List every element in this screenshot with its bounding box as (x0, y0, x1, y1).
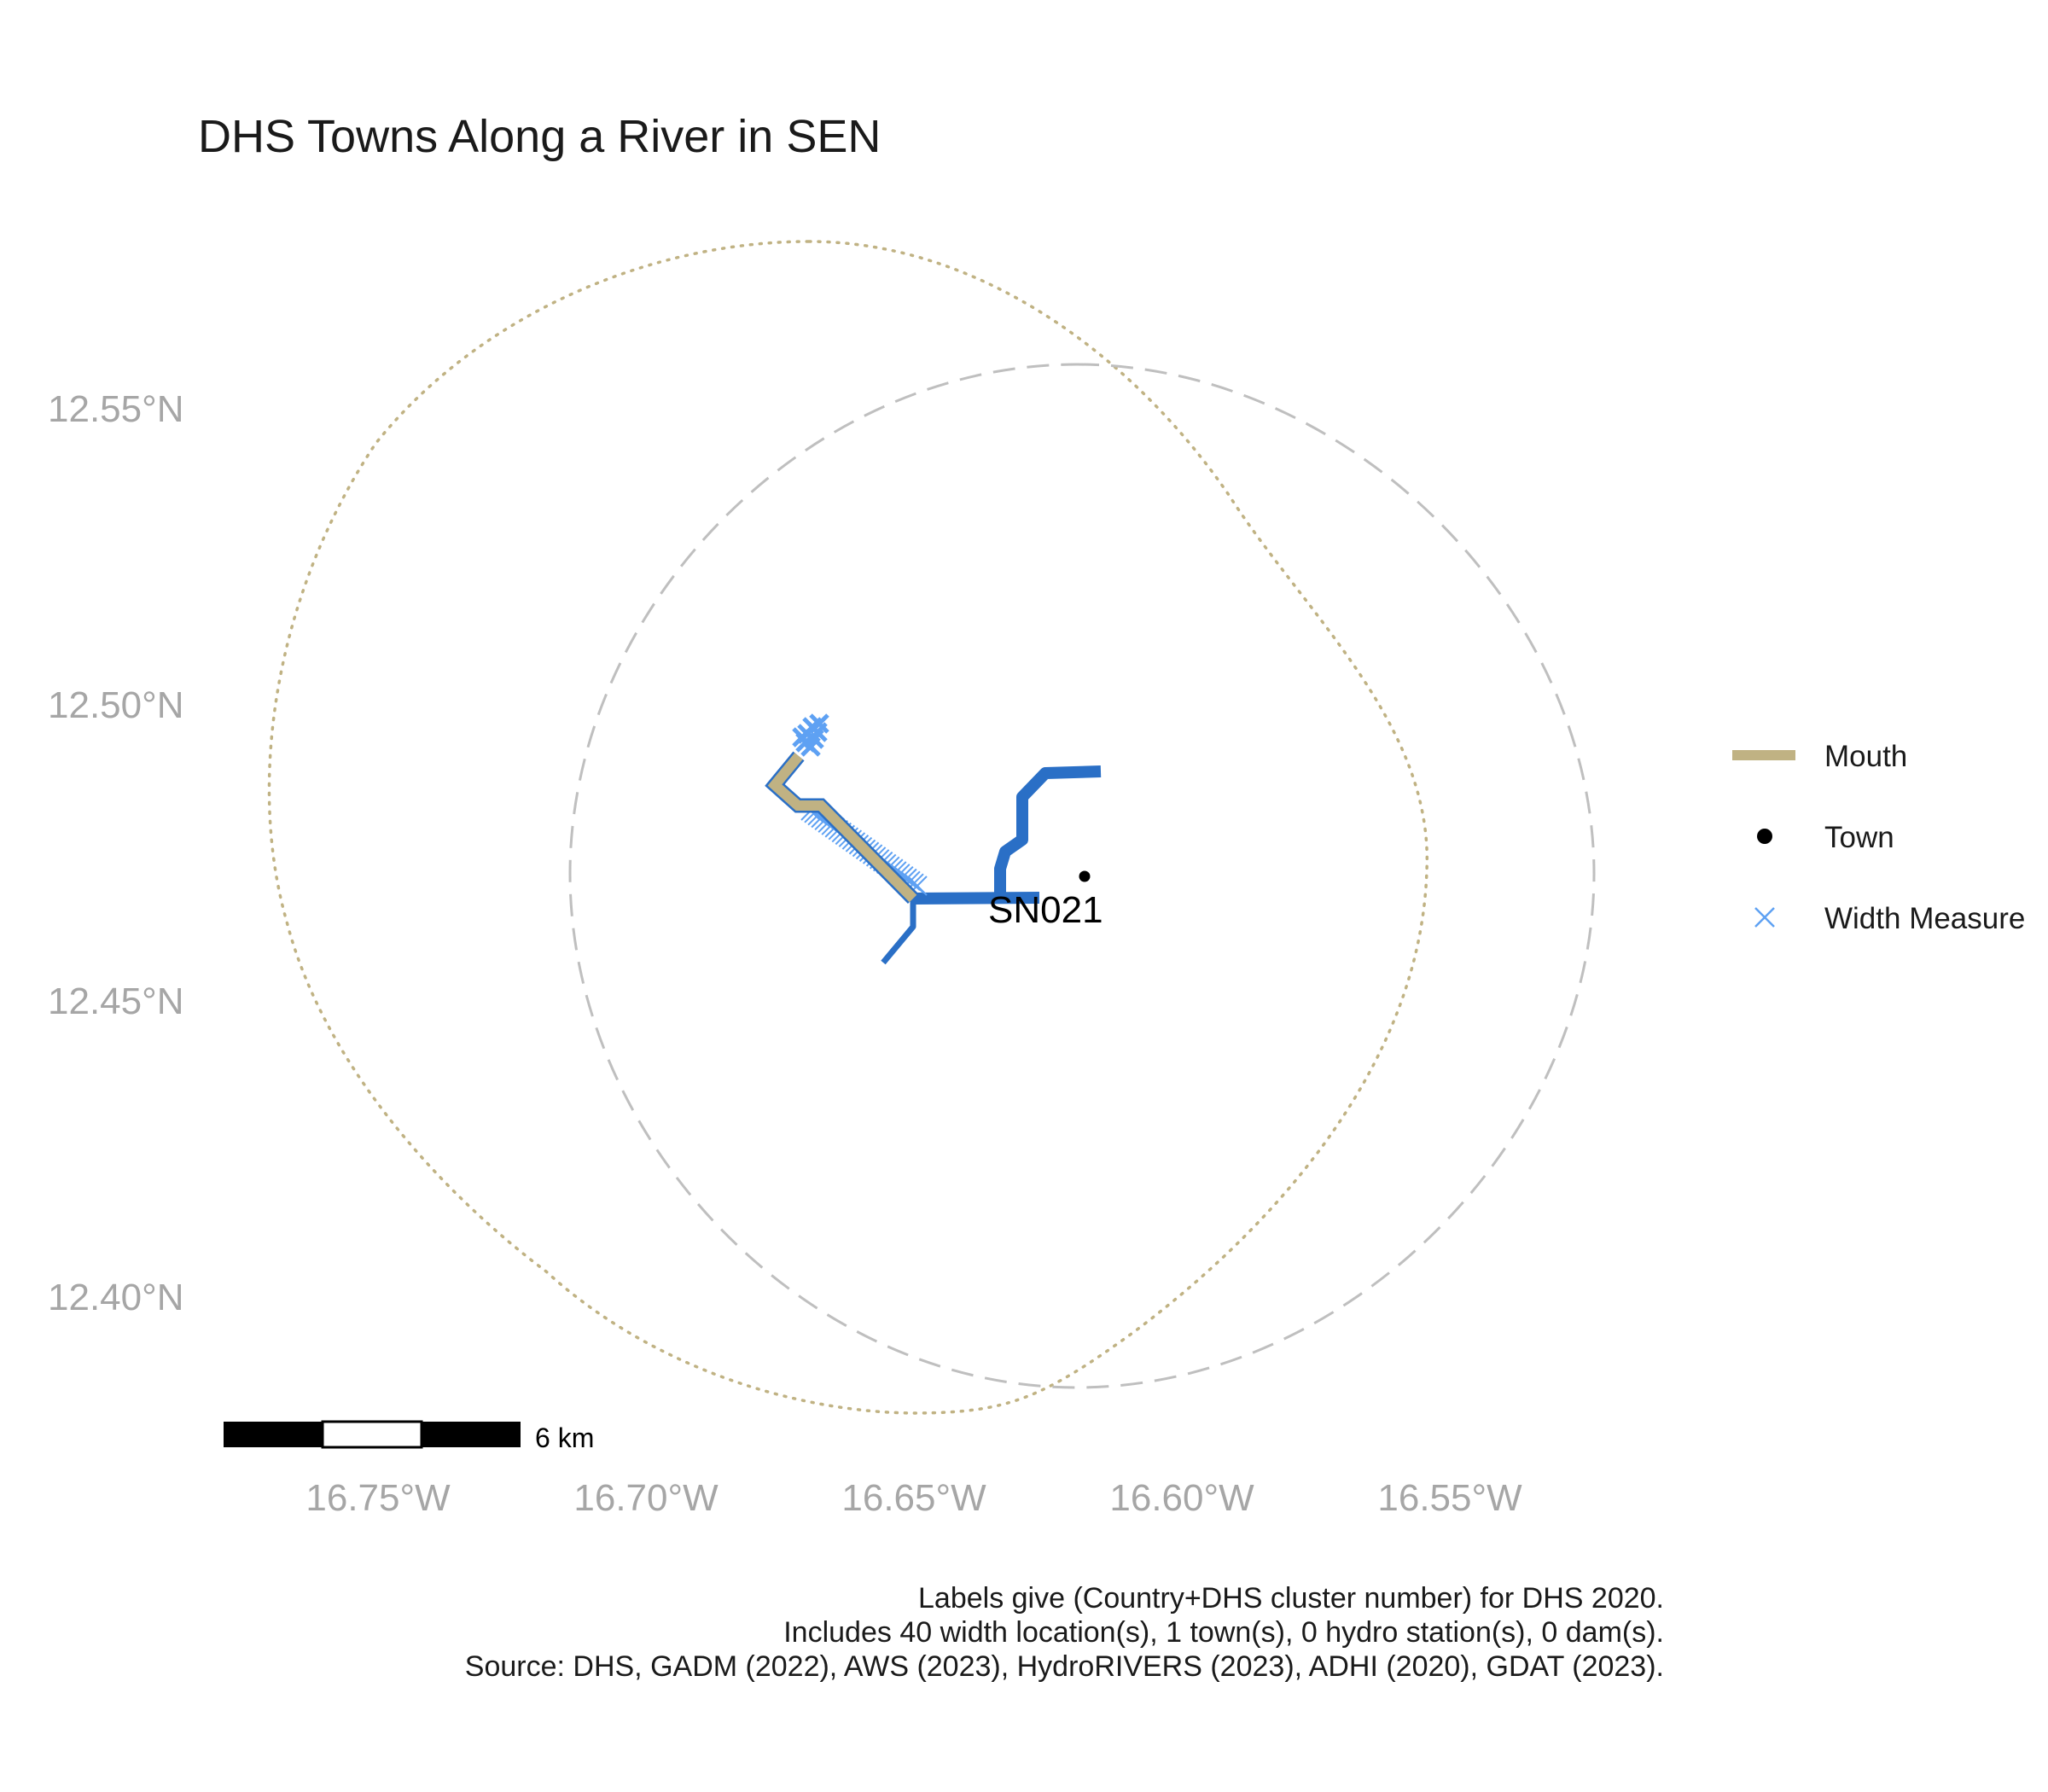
river-segment-east-branch (994, 765, 1102, 898)
mouth-segment (767, 753, 917, 903)
caption-line: Labels give (Country+DHS cluster number)… (918, 1582, 1664, 1615)
scale-bar-segment-black (422, 1422, 521, 1447)
town-label: SN021 (988, 889, 1103, 931)
legend-label-town: Town (1824, 821, 1894, 854)
width-measure-point (809, 713, 829, 734)
map-title: DHS Towns Along a River in SEN (198, 111, 881, 162)
x-tick-label: 16.65°W (841, 1477, 986, 1519)
x-tick-label: 16.75°W (305, 1477, 451, 1519)
dotted-buffer-circle (267, 240, 1428, 1415)
river-segment-main (912, 892, 1040, 905)
scale-bar-label: 6 km (535, 1423, 594, 1453)
scale-bar: 6 km (224, 1420, 594, 1453)
caption-line: Includes 40 width location(s), 1 town(s)… (783, 1616, 1664, 1649)
caption-line: Source: DHS, GADM (2022), AWS (2023), Hy… (465, 1650, 1664, 1683)
legend-key-width-measure (1754, 907, 1775, 928)
y-tick-label: 12.55°N (48, 388, 183, 430)
river-segment-south-branch (881, 896, 916, 965)
legend: Mouth Town Width Measure (1732, 740, 2025, 935)
y-tick-label: 12.40°N (48, 1277, 183, 1318)
x-tick-label: 16.60°W (1109, 1477, 1254, 1519)
x-tick-label: 16.55°W (1377, 1477, 1522, 1519)
y-tick-label: 12.45°N (48, 980, 183, 1022)
town-point (1079, 870, 1091, 882)
scale-bar-segment-black (224, 1422, 323, 1447)
width-measure-point (792, 727, 812, 748)
river-network (881, 765, 1102, 965)
scale-bar-segment-white (321, 1420, 423, 1449)
legend-label-width-measure: Width Measure (1824, 902, 2025, 935)
legend-label-mouth: Mouth (1824, 740, 1907, 773)
legend-key-town (1757, 829, 1772, 844)
y-tick-label: 12.50°N (48, 684, 183, 726)
y-axis: 12.55°N 12.50°N 12.45°N 12.40°N (48, 388, 183, 1318)
x-tick-label: 16.70°W (573, 1477, 719, 1519)
caption: Labels give (Country+DHS cluster number)… (465, 1582, 1664, 1683)
x-axis: 16.75°W 16.70°W 16.65°W 16.60°W 16.55°W (305, 1477, 1522, 1519)
